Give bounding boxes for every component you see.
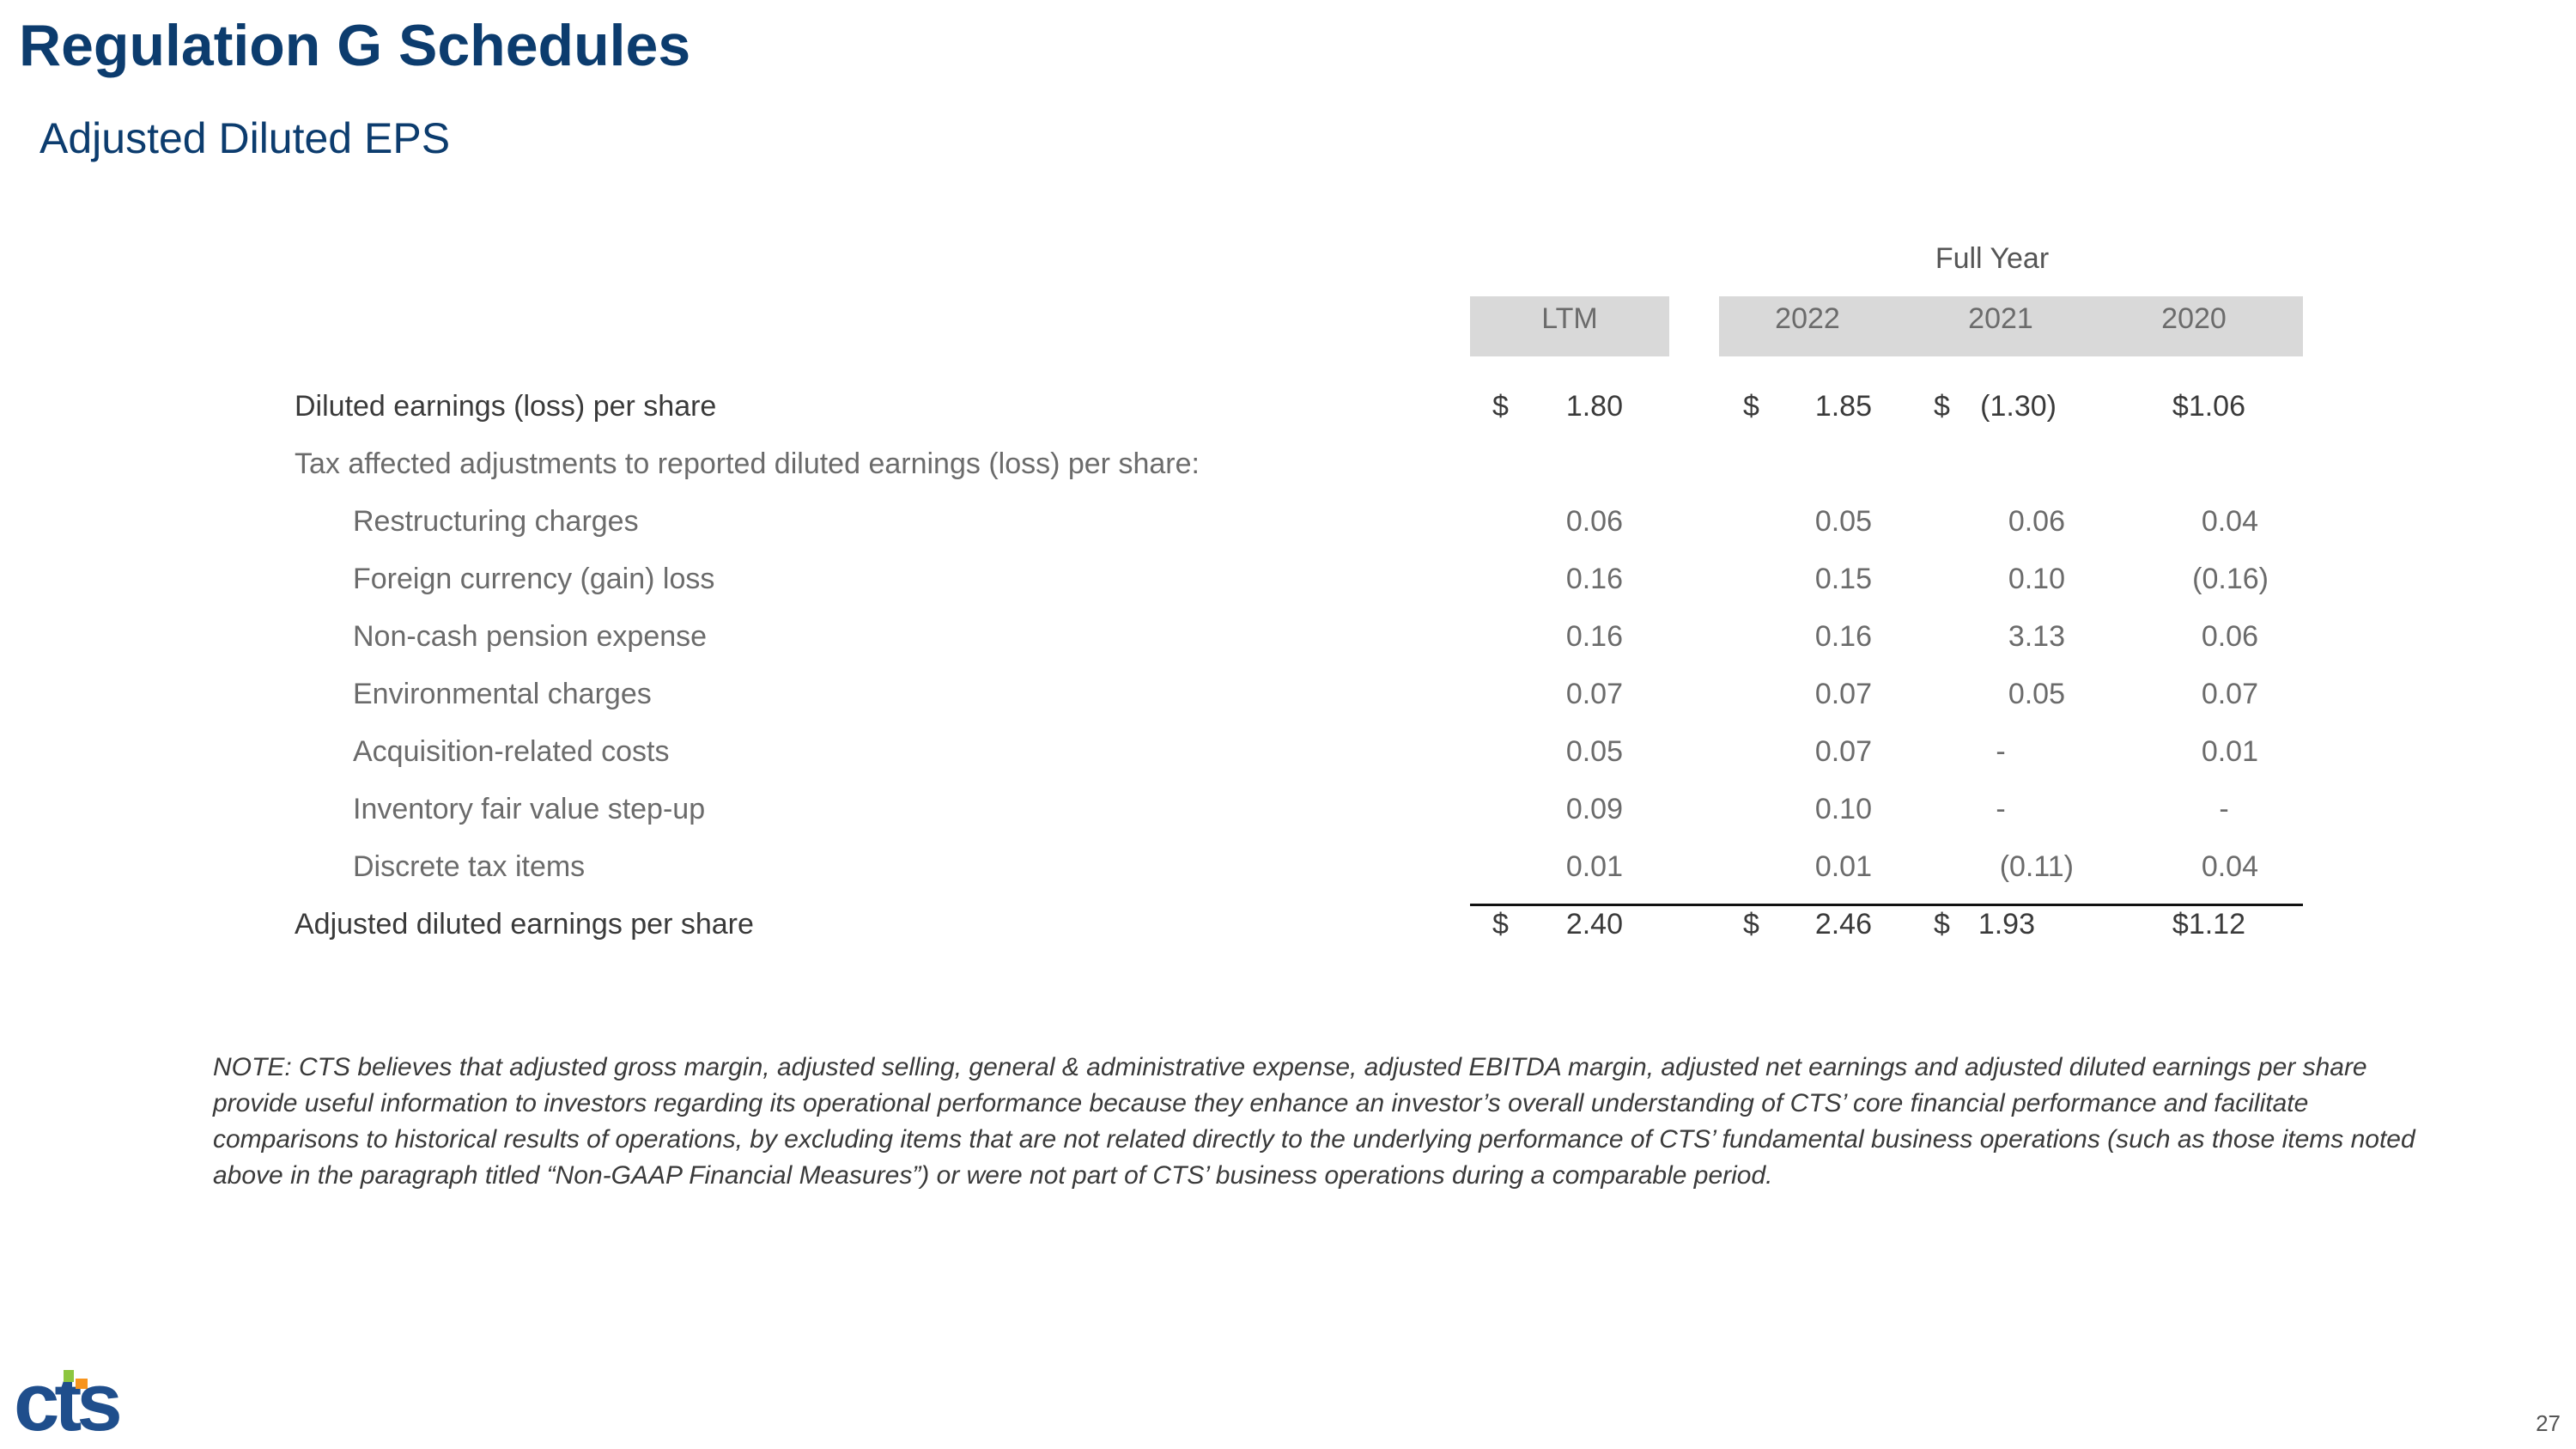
cell-2020: $1.12: [2172, 908, 2245, 941]
cell-ltm: 0.16: [1565, 620, 1623, 653]
row-label: Restructuring charges: [353, 505, 639, 538]
row-label: Acquisition-related costs: [353, 735, 670, 768]
column-header-2021: 2021: [1968, 302, 2033, 335]
row-label: Tax affected adjustments to reported dil…: [295, 447, 1200, 480]
cell-2022: 0.16: [1814, 620, 1872, 653]
note-paragraph: NOTE: CTS believes that adjusted gross m…: [213, 1053, 2415, 1190]
cell-2022: 0.01: [1814, 850, 1872, 883]
cell-2021: 3.13: [2008, 620, 2065, 653]
cell-2021: 1.93: [1978, 908, 2035, 941]
cell-2021: 0.06: [2008, 505, 2065, 538]
dollar-sign: $: [1934, 390, 1950, 423]
cts-logo: cts: [14, 1361, 125, 1439]
row-label: Non-cash pension expense: [353, 620, 708, 653]
cell-ltm: 0.07: [1565, 678, 1623, 710]
cell-2022: 0.07: [1814, 678, 1872, 710]
cell-2020: -: [2219, 793, 2229, 825]
table-row: Diluted earnings (loss) per share $ 1.80…: [0, 378, 2576, 435]
cell-2021: -: [1996, 735, 2006, 768]
cell-ltm: 0.01: [1565, 850, 1623, 883]
row-label: Foreign currency (gain) loss: [353, 563, 715, 595]
cell-ltm: 0.05: [1565, 735, 1623, 768]
cell-2020: 0.04: [2201, 505, 2258, 538]
cell-2020: 0.01: [2201, 735, 2258, 768]
cell-2021: (1.30): [1980, 390, 2057, 423]
table-row: Restructuring charges 0.06 0.05 0.06 0.0…: [0, 493, 2576, 551]
cell-2022: 1.85: [1814, 390, 1872, 423]
table-row: Inventory fair value step-up 0.09 0.10 -…: [0, 781, 2576, 838]
cell-2020: $1.06: [2172, 390, 2245, 423]
table-row: Tax affected adjustments to reported dil…: [0, 435, 2576, 493]
cell-ltm: 0.06: [1565, 505, 1623, 538]
full-year-group-label: Full Year: [1935, 242, 2050, 275]
row-label: Environmental charges: [353, 678, 652, 710]
page-number: 27: [2536, 1410, 2561, 1436]
cell-2020: (0.16): [2192, 563, 2269, 595]
full-year-header-background: [1719, 296, 2303, 356]
eps-table: Diluted earnings (loss) per share $ 1.80…: [0, 378, 2576, 953]
dollar-sign: $: [1492, 390, 1509, 423]
cell-2022: 0.05: [1814, 505, 1872, 538]
cell-ltm: 2.40: [1565, 908, 1623, 941]
cell-2022: 2.46: [1814, 908, 1872, 941]
table-row: Foreign currency (gain) loss 0.16 0.15 0…: [0, 551, 2576, 608]
table-row: Acquisition-related costs 0.05 0.07 - 0.…: [0, 723, 2576, 781]
cell-ltm: 1.80: [1565, 390, 1623, 423]
page-subtitle: Adjusted Diluted EPS: [39, 114, 451, 162]
cell-2020: 0.06: [2201, 620, 2258, 653]
table-row: Environmental charges 0.07 0.07 0.05 0.0…: [0, 666, 2576, 723]
cell-2021: 0.10: [2008, 563, 2065, 595]
cell-2022: 0.07: [1814, 735, 1872, 768]
dollar-sign: $: [1743, 390, 1759, 423]
cell-ltm: 0.09: [1565, 793, 1623, 825]
cell-2021: 0.05: [2008, 678, 2065, 710]
row-label: Adjusted diluted earnings per share: [295, 908, 754, 941]
column-header-2022: 2022: [1775, 302, 1840, 335]
page-title: Regulation G Schedules: [19, 13, 691, 78]
table-row-total: Adjusted diluted earnings per share $ 2.…: [0, 896, 2576, 953]
cell-2022: 0.15: [1814, 563, 1872, 595]
cell-2021: -: [1996, 793, 2006, 825]
table-row: Discrete tax items 0.01 0.01 (0.11) 0.04: [0, 838, 2576, 896]
cell-2020: 0.04: [2201, 850, 2258, 883]
row-label: Discrete tax items: [353, 850, 586, 883]
column-header-ltm: LTM: [1541, 302, 1598, 335]
cell-2021: (0.11): [1999, 850, 2074, 883]
total-rule: [1470, 904, 2303, 906]
cell-ltm: 0.16: [1565, 563, 1623, 595]
row-label: Inventory fair value step-up: [353, 793, 706, 825]
dollar-sign: $: [1934, 908, 1950, 941]
dollar-sign: $: [1492, 908, 1509, 941]
table-row: Non-cash pension expense 0.16 0.16 3.13 …: [0, 608, 2576, 666]
row-label: Diluted earnings (loss) per share: [295, 390, 717, 423]
dollar-sign: $: [1743, 908, 1759, 941]
cell-2022: 0.10: [1814, 793, 1872, 825]
ltm-header-background: [1470, 296, 1669, 356]
column-header-2020: 2020: [2161, 302, 2227, 335]
cell-2020: 0.07: [2201, 678, 2258, 710]
